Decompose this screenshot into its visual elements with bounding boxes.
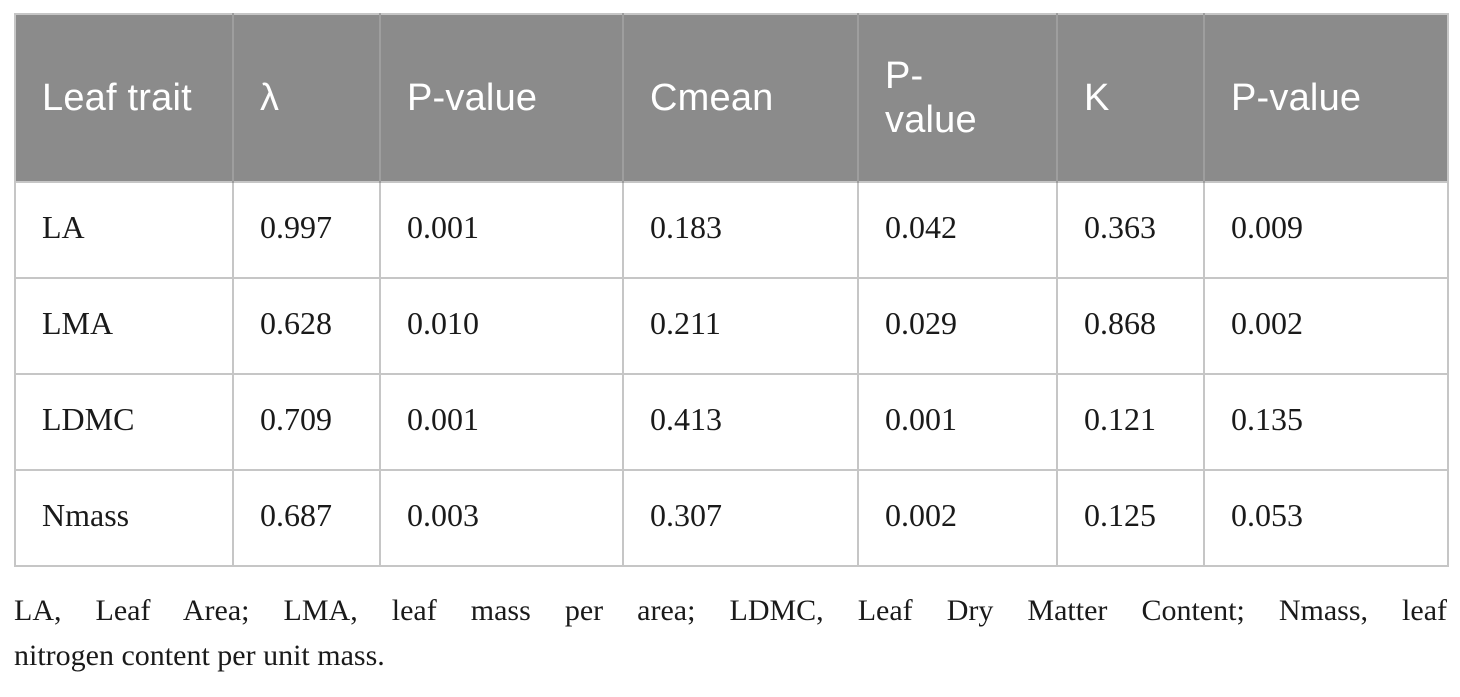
table-row: LA 0.997 0.001 0.183 0.042 0.363 0.009 — [14, 181, 1449, 279]
table-row: Nmass 0.687 0.003 0.307 0.002 0.125 0.05… — [14, 469, 1449, 567]
header-cell-k: K — [1057, 14, 1205, 182]
header-row: Leaf trait λ P-value Cmean P-value K P-v… — [15, 14, 1448, 182]
cell-lambda: 0.709 — [232, 373, 381, 471]
cell-trait: Nmass — [14, 469, 234, 567]
header-cell-p-value-2: P-value — [858, 14, 1058, 182]
header-cell-cmean: Cmean — [623, 14, 859, 182]
phylogenetic-signal-table: Leaf trait λ P-value Cmean P-value K P-v… — [14, 13, 1449, 567]
table-row: LMA 0.628 0.010 0.211 0.029 0.868 0.002 — [14, 277, 1449, 375]
cell-k: 0.121 — [1056, 373, 1205, 471]
cell-p-value-1: 0.010 — [379, 277, 624, 375]
cell-p-value-1: 0.001 — [379, 373, 624, 471]
table-row: LDMC 0.709 0.001 0.413 0.001 0.121 0.135 — [14, 373, 1449, 471]
cell-lambda: 0.687 — [232, 469, 381, 567]
cell-p-value-3: 0.002 — [1203, 277, 1449, 375]
cell-cmean: 0.413 — [622, 373, 859, 471]
header-label: λ — [260, 76, 280, 119]
header-label: Cmean — [650, 76, 774, 119]
cell-p-value-2: 0.029 — [857, 277, 1058, 375]
header-label: K — [1084, 76, 1110, 119]
table-body: LA 0.997 0.001 0.183 0.042 0.363 0.009 L… — [14, 181, 1449, 567]
cell-p-value-3: 0.053 — [1203, 469, 1449, 567]
header-label: P-value — [885, 54, 977, 141]
cell-p-value-2: 0.042 — [857, 181, 1058, 279]
cell-cmean: 0.307 — [622, 469, 859, 567]
cell-p-value-2: 0.001 — [857, 373, 1058, 471]
header-label: P-value — [1231, 76, 1362, 119]
table-header: Leaf trait λ P-value Cmean P-value K P-v… — [15, 14, 1448, 182]
header-cell-leaf-trait: Leaf trait — [15, 14, 234, 182]
cell-trait: LMA — [14, 277, 234, 375]
cell-lambda: 0.628 — [232, 277, 381, 375]
cell-k: 0.363 — [1056, 181, 1205, 279]
cell-p-value-1: 0.001 — [379, 181, 624, 279]
cell-p-value-3: 0.009 — [1203, 181, 1449, 279]
header-cell-lambda: λ — [233, 14, 381, 182]
header-cell-p-value-3: P-value — [1204, 14, 1448, 182]
cell-lambda: 0.997 — [232, 181, 381, 279]
cell-cmean: 0.211 — [622, 277, 859, 375]
table-footnote: LA, Leaf Area; LMA, leaf mass per area; … — [14, 588, 1447, 678]
header-cell-p-value-1: P-value — [380, 14, 624, 182]
cell-p-value-3: 0.135 — [1203, 373, 1449, 471]
cell-trait: LA — [14, 181, 234, 279]
cell-p-value-2: 0.002 — [857, 469, 1058, 567]
footnote-line-1: LA, Leaf Area; LMA, leaf mass per area; … — [14, 594, 1447, 627]
cell-trait: LDMC — [14, 373, 234, 471]
footnote-line-2: nitrogen content per unit mass. — [14, 639, 385, 672]
cell-k: 0.125 — [1056, 469, 1205, 567]
cell-cmean: 0.183 — [622, 181, 859, 279]
cell-p-value-1: 0.003 — [379, 469, 624, 567]
cell-k: 0.868 — [1056, 277, 1205, 375]
header-label: Leaf trait — [42, 76, 192, 119]
header-label: P-value — [407, 76, 538, 119]
